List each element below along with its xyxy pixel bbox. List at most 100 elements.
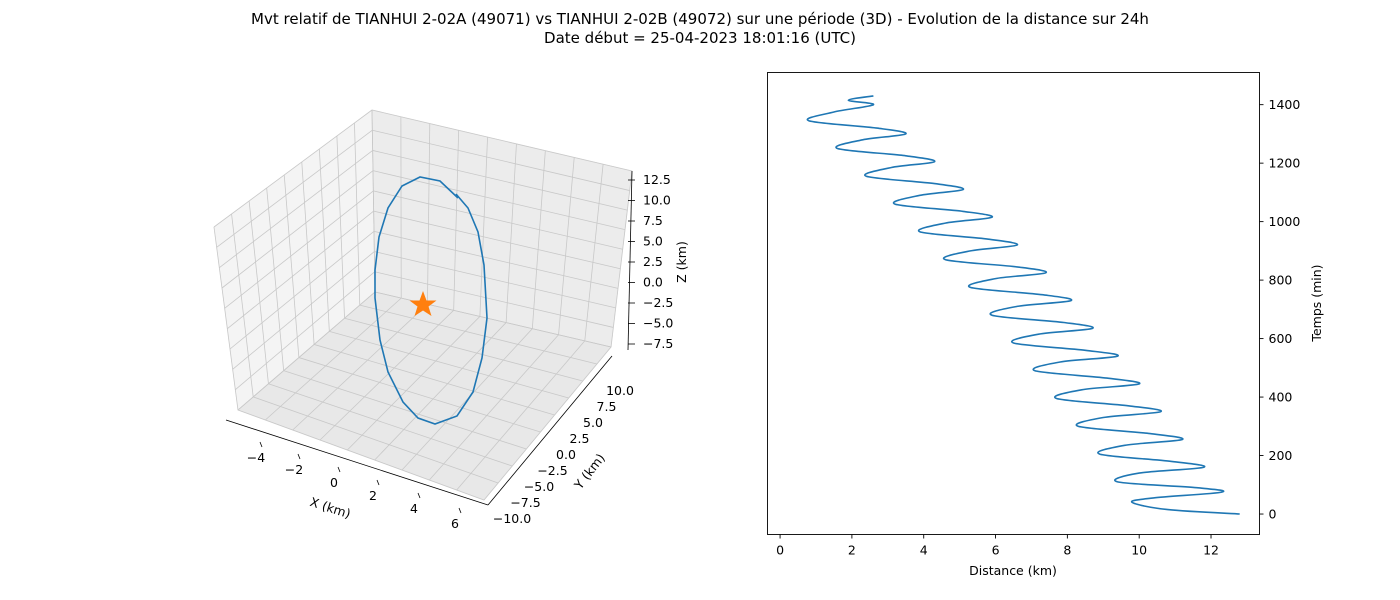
x-tick-label-2d: 12 bbox=[1203, 543, 1219, 558]
z-tick-label-3d: −7.5 bbox=[643, 336, 673, 351]
grid-line bbox=[227, 210, 374, 329]
y-tick-label-3d: 2.5 bbox=[570, 431, 590, 446]
plot-2d: 0 2 4 6 8 10 12 0 200 400 600 800 1000 1200 1400 Dist… bbox=[767, 72, 1324, 578]
x-tick-label-2d: 2 bbox=[848, 543, 856, 558]
grid-line bbox=[374, 271, 614, 328]
grid-line bbox=[319, 310, 454, 441]
grid-3d bbox=[213, 109, 633, 501]
grid-line bbox=[429, 334, 559, 481]
z-tick-label-3d: −2.5 bbox=[643, 295, 673, 310]
y-tick-labels-3d: −10.0−7.5−5.0−2.50.02.55.07.510.0 bbox=[493, 383, 634, 526]
distance-series-line bbox=[806, 95, 1240, 515]
grid-line bbox=[372, 129, 630, 191]
x-tick-labels-3d: −4 −2 0 2 4 6 bbox=[247, 441, 462, 531]
x-axis-label-2d: Distance (km) bbox=[969, 563, 1057, 578]
z-tick-label-3d: 12.5 bbox=[643, 172, 671, 187]
grid-line bbox=[373, 210, 621, 270]
x-tick-label-3d: 6 bbox=[451, 516, 459, 531]
grid-line bbox=[229, 231, 375, 350]
y-tick-label-2d: 1400 bbox=[1269, 97, 1301, 112]
grid-line bbox=[301, 161, 315, 345]
grid-line bbox=[283, 370, 527, 450]
z-tick-label-3d: −5.0 bbox=[643, 316, 673, 331]
grid-line bbox=[221, 170, 374, 289]
y-tick-label-3d: −2.5 bbox=[537, 463, 567, 478]
grid-line bbox=[427, 123, 431, 305]
grid-line bbox=[283, 174, 300, 358]
chart-title: Mvt relatif de TIANHUI 2-02A (49071) vs … bbox=[251, 10, 1149, 28]
z-tick-label-3d: 5.0 bbox=[643, 234, 663, 249]
y-tick-label-2d: 0 bbox=[1269, 507, 1277, 522]
y-tick-label-2d: 400 bbox=[1269, 390, 1293, 405]
y-tick-label-3d: 10.0 bbox=[606, 383, 634, 398]
y-tick-label-3d: 7.5 bbox=[597, 399, 617, 414]
grid-line bbox=[505, 143, 517, 323]
chart-subtitle: Date début = 25-04-2023 18:01:16 (UTC) bbox=[544, 29, 856, 47]
y-tick-label-3d: −7.5 bbox=[510, 495, 540, 510]
x-ticks-2d: 0 2 4 6 8 10 12 bbox=[776, 534, 1219, 558]
y-tick-label-3d: −10.0 bbox=[493, 511, 531, 526]
grid-line bbox=[347, 316, 481, 451]
y-axis-line bbox=[487, 355, 613, 506]
grid-line bbox=[359, 304, 597, 365]
grid-line bbox=[329, 330, 569, 399]
y-tick-label-3d: 0.0 bbox=[556, 447, 576, 462]
grid-line bbox=[371, 109, 633, 172]
x-tick-label-2d: 6 bbox=[992, 543, 1000, 558]
x-tick-mark-3d bbox=[297, 453, 301, 460]
x-tick-label-3d: 4 bbox=[410, 501, 418, 516]
grid-line bbox=[453, 130, 460, 311]
z-tick-labels-3d: 12.5 10.0 7.5 5.0 2.5 0.0 −2.5 −5.0 −7.5 bbox=[628, 172, 673, 351]
grid-line bbox=[298, 357, 541, 433]
y-tick-label-2d: 1200 bbox=[1269, 156, 1301, 171]
x-tick-mark-3d bbox=[337, 466, 341, 473]
y-tick-label-2d: 600 bbox=[1269, 331, 1293, 346]
grid-line bbox=[374, 251, 616, 309]
grid-line bbox=[224, 190, 374, 309]
grid-line bbox=[248, 200, 269, 384]
grid-line bbox=[372, 150, 628, 211]
y-axis-label-2d: Temps (min) bbox=[1309, 264, 1324, 342]
grid-line bbox=[265, 297, 402, 421]
grid-line bbox=[354, 122, 361, 306]
grid-line bbox=[237, 409, 485, 501]
grid-line bbox=[371, 109, 376, 293]
x-tick-mark-3d bbox=[417, 492, 421, 499]
grid-line bbox=[213, 226, 239, 411]
grid-line bbox=[456, 340, 586, 491]
z-tick-label-3d: 2.5 bbox=[643, 254, 663, 269]
x-tick-mark-3d bbox=[376, 479, 380, 486]
grid-line bbox=[232, 251, 375, 370]
x-tick-label-2d: 10 bbox=[1131, 543, 1147, 558]
x-tick-label-2d: 4 bbox=[920, 543, 928, 558]
grid-line bbox=[483, 346, 612, 501]
grid-line bbox=[318, 148, 330, 332]
x-tick-mark-3d bbox=[458, 507, 462, 514]
grid-line bbox=[216, 129, 373, 248]
grid-line bbox=[372, 170, 626, 231]
x-tick-label-3d: 2 bbox=[369, 488, 377, 503]
z-axis-label-3d: Z (km) bbox=[674, 241, 689, 283]
grid-line bbox=[219, 150, 373, 268]
x-axis-label-3d: X (km) bbox=[308, 494, 352, 521]
y-axis-label-3d: Y (km) bbox=[570, 451, 608, 493]
plot-area-2d bbox=[767, 72, 1260, 535]
grid-line bbox=[231, 213, 254, 397]
y-tick-label-2d: 200 bbox=[1269, 448, 1293, 463]
x-tick-label-3d: −4 bbox=[247, 450, 265, 465]
y-tick-label-3d: −5.0 bbox=[524, 479, 554, 494]
grid-line bbox=[373, 230, 619, 289]
grid-line bbox=[266, 187, 285, 371]
y-tick-label-2d: 800 bbox=[1269, 273, 1293, 288]
y-tick-label-3d: 5.0 bbox=[583, 415, 603, 430]
z-tick-label-3d: 10.0 bbox=[643, 193, 671, 208]
grid-line bbox=[237, 291, 376, 411]
x-tick-mark-3d bbox=[259, 441, 263, 448]
star-marker bbox=[409, 291, 437, 316]
grid-line bbox=[313, 344, 555, 416]
x-tick-label-3d: 0 bbox=[330, 475, 338, 490]
grid-line bbox=[336, 135, 345, 319]
z-tick-label-3d: 7.5 bbox=[643, 213, 663, 228]
